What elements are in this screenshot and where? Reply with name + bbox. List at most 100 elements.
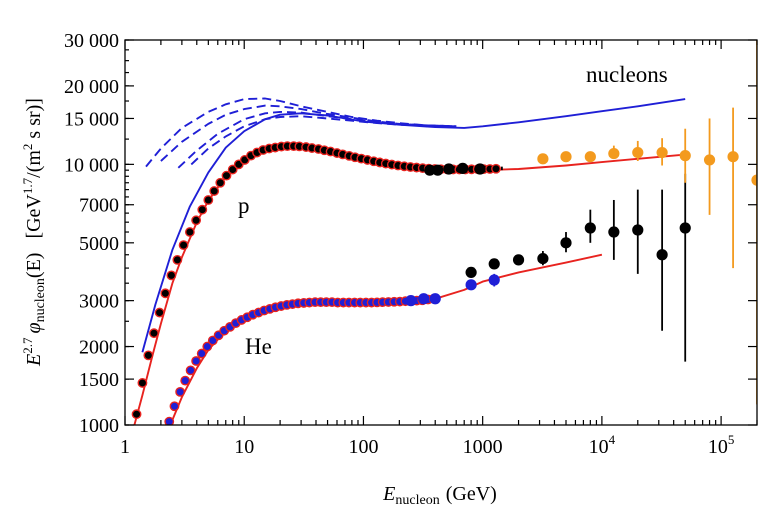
- y-axis-title: E2.7 φnucleon(E) [GeV1.7/(m2 s sr)]: [20, 98, 48, 367]
- point-proton-data: [143, 350, 154, 361]
- y-axis-unit-close: s sr)]: [23, 98, 45, 144]
- point-nucleon-orange-data: [751, 174, 757, 186]
- annotation-p: p: [238, 193, 250, 218]
- data-points: [131, 40, 757, 425]
- y-tick-label: 7000: [79, 195, 119, 217]
- point-helium-data-high: [465, 279, 477, 291]
- point-proton-data-high: [443, 163, 455, 175]
- x-tick-base: 100: [348, 436, 378, 458]
- point-helium-black-data: [537, 252, 549, 265]
- x-tick-label: 10: [234, 436, 254, 458]
- x-tick-base: 1: [120, 436, 130, 458]
- x-axis-title: Enucleon (GeV): [382, 483, 497, 508]
- point-helium-data: [180, 375, 191, 386]
- x-tick-label: 1: [120, 436, 130, 458]
- point-proton-data: [154, 307, 165, 318]
- point-proton-data-high: [424, 164, 436, 176]
- x-tick-label: 1000: [463, 436, 503, 458]
- line-helium-fit: [169, 253, 603, 425]
- point-helium-data: [191, 356, 202, 366]
- point-proton-data: [160, 288, 171, 299]
- x-tick-base: 10: [589, 436, 609, 458]
- line-nucleons-dash-1: [145, 97, 457, 168]
- x-axis-unit: (GeV): [446, 483, 497, 505]
- annotation-he: He: [245, 334, 272, 359]
- y-tick-label: 1500: [79, 369, 119, 391]
- y-axis-unit-power2: 2: [20, 144, 35, 151]
- x-tick-exponent: 4: [609, 432, 616, 447]
- point-proton-data: [203, 195, 214, 205]
- point-nucleon-orange-data: [584, 151, 596, 163]
- point-nucleon-orange-data: [679, 150, 691, 162]
- point-helium-black-data: [584, 222, 596, 234]
- point-helium-data: [164, 416, 175, 425]
- point-helium-black-data: [656, 249, 668, 261]
- point-helium-data: [175, 386, 186, 397]
- point-helium-data: [202, 341, 213, 352]
- x-tick-base: 10: [234, 436, 254, 458]
- point-proton-data-high: [457, 162, 469, 174]
- point-nucleon-orange-data: [537, 153, 549, 165]
- point-helium-data: [196, 348, 207, 359]
- x-tick-label: 104: [589, 432, 616, 458]
- point-proton-data-high: [432, 164, 444, 176]
- x-tick-base: 10: [708, 436, 728, 458]
- point-helium-black-data: [560, 237, 572, 249]
- point-helium-black-data: [465, 266, 477, 279]
- point-proton-data: [215, 177, 226, 188]
- x-axis-symbol: E: [382, 483, 395, 505]
- y-axis-power: 2.7: [20, 337, 35, 354]
- y-tick-label: 30 000: [64, 30, 119, 52]
- y-tick-label: 10 000: [64, 154, 119, 176]
- y-tick-label: 2000: [79, 337, 119, 359]
- point-nucleon-orange-data: [632, 146, 644, 159]
- y-tick-label: 3000: [79, 291, 119, 313]
- y-tick-label: 5000: [79, 233, 119, 255]
- fit-lines: [133, 97, 686, 425]
- y-tick-label: 1000: [79, 415, 119, 437]
- point-helium-data-high: [418, 293, 430, 305]
- point-helium-black-data: [488, 258, 500, 270]
- point-helium-black-data: [679, 222, 691, 234]
- point-helium-data-high: [429, 293, 441, 305]
- y-axis-phi: φ: [23, 322, 45, 333]
- line-nucleons-total: [141, 98, 686, 353]
- y-axis-prefix: E: [23, 354, 45, 367]
- tick-labels: 1 10 100 1000 104 105100015002000300050007000…: [64, 30, 734, 458]
- y-axis-unit-rest: /(m: [23, 150, 45, 178]
- point-helium-data-high: [488, 274, 500, 286]
- point-proton-data: [221, 170, 232, 181]
- axis-ticks: [124, 39, 758, 426]
- point-proton-data: [227, 164, 238, 175]
- point-helium-data-high: [405, 295, 417, 307]
- point-proton-data-high: [474, 163, 486, 175]
- point-nucleon-orange-data: [656, 146, 668, 159]
- point-proton-data: [491, 163, 501, 174]
- x-tick-label: 105: [708, 432, 735, 458]
- point-nucleon-orange-data: [608, 147, 620, 160]
- x-axis-subscript: nucleon: [395, 493, 439, 508]
- point-proton-data: [131, 409, 142, 420]
- point-helium-black-data: [632, 224, 644, 236]
- point-proton-data: [209, 186, 220, 196]
- y-axis-unit-power: 1.7: [20, 177, 35, 194]
- x-tick-base: 1000: [463, 436, 503, 458]
- y-axis-arg: (E): [23, 253, 45, 279]
- point-proton-data: [184, 227, 195, 237]
- line-nucleons-dash-4: [190, 115, 457, 166]
- point-helium-black-data: [512, 254, 525, 266]
- point-helium-data: [169, 401, 180, 412]
- point-proton-data: [197, 204, 208, 215]
- x-tick-exponent: 5: [728, 432, 735, 447]
- point-proton-data: [172, 254, 183, 265]
- x-tick-label: 100: [348, 436, 378, 458]
- point-nucleon-orange-data: [560, 151, 572, 163]
- point-nucleon-orange-data: [703, 154, 716, 166]
- point-proton-data: [149, 328, 159, 339]
- point-helium-black-data: [608, 226, 620, 238]
- y-tick-label: 20 000: [64, 76, 119, 98]
- point-nucleon-orange-data: [727, 151, 739, 163]
- point-proton-data: [191, 215, 202, 226]
- point-proton-data: [166, 270, 177, 281]
